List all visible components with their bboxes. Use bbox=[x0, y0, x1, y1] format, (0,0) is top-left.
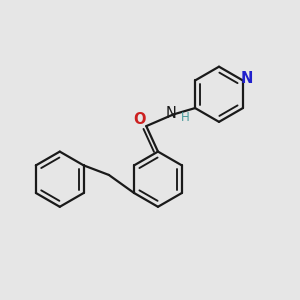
Text: N: N bbox=[241, 71, 253, 86]
Text: H: H bbox=[181, 111, 189, 124]
Text: N: N bbox=[166, 106, 177, 121]
Text: O: O bbox=[134, 112, 146, 127]
